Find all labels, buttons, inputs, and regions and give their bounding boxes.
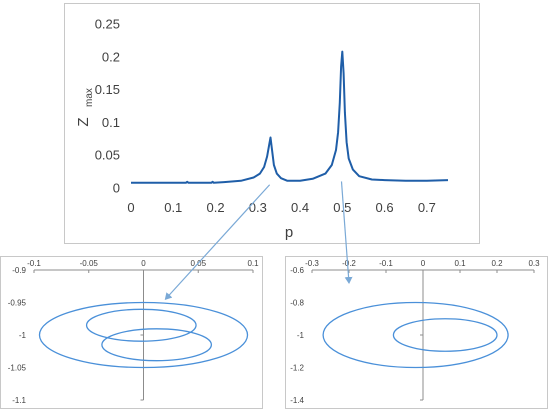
right-inset-x-tick-label: -0.3: [305, 259, 319, 268]
main-tick-labels: 0 0.1 0.2 0.3 0.4 0.5 0.6 0.7 0 0.05 0.1 0.15 0.2 0.2…: [95, 17, 436, 216]
main-y-label-subscript: max: [84, 88, 95, 107]
right-inset-frame: [285, 256, 548, 409]
main-y-tick-label: 0.1: [102, 115, 120, 130]
left-inset-y-tick-label: -1.05: [8, 364, 27, 373]
right-inset-x-tick-label: 0.3: [528, 259, 540, 268]
right-inset-y-tick-label: -0.8: [290, 299, 304, 308]
right-inset-x-tick-label: 0: [421, 259, 426, 268]
left-inset-orbit-curve: [38, 301, 249, 369]
connector-arrow: [340, 181, 353, 284]
right-inset-y-tick-label: -0.6: [290, 266, 304, 275]
connector-arrows: [164, 181, 353, 300]
right-inset-orbit-curve: [392, 318, 498, 352]
main-y-tick-label: 0: [113, 181, 120, 196]
left-inset-orbit-curve: [85, 308, 197, 342]
main-y-tick-label: 0.15: [95, 82, 120, 97]
main-chart-frame: [64, 3, 480, 244]
main-x-tick-label: 0.1: [164, 200, 182, 215]
right-inset-y-tick-label: -1.2: [290, 364, 304, 373]
main-x-tick-label: 0.5: [333, 200, 351, 215]
right-inset-x-tick-label: -0.2: [342, 259, 356, 268]
left-inset-orbit-curve: [101, 328, 213, 362]
main-y-tick-label: 0.2: [102, 49, 120, 64]
main-series-line: [131, 50, 449, 184]
left-inset-y-tick-label: -0.9: [12, 266, 26, 275]
main-x-tick-label: 0.2: [206, 200, 224, 215]
left-inset-x-tick-label: -0.05: [80, 259, 99, 268]
connector-arrow: [164, 184, 271, 300]
main-x-tick-label: 0.4: [291, 200, 309, 215]
right-inset-curves: [322, 301, 509, 369]
main-y-tick-label: 0.25: [95, 17, 120, 32]
left-inset-x-tick-label: 0.1: [247, 259, 259, 268]
right-inset-x-tick-label: -0.1: [379, 259, 393, 268]
main-y-label-text: Z: [75, 117, 92, 126]
main-y-axis-label: Z max: [75, 88, 95, 126]
right-inset-y-tick-label: -1: [297, 331, 305, 340]
left-inset-y-tick-label: -1: [19, 331, 27, 340]
right-inset-x-tick-label: 0.1: [454, 259, 466, 268]
left-inset-frame: [0, 256, 263, 409]
left-inset-x-tick-label: -0.1: [27, 259, 41, 268]
main-x-axis-label: p: [285, 224, 293, 241]
main-x-tick-label: 0.3: [249, 200, 267, 215]
left-inset-y-tick-label: -1.1: [12, 396, 26, 405]
main-chart: Z max p 0 0.1 0.2 0.3 0.4 0.5 0.6 0.7 0 0.05 0.1 0.…: [75, 17, 449, 241]
right-inset-orbit-curve: [322, 301, 509, 369]
main-y-tick-label: 0.05: [95, 148, 120, 163]
left-inset-y-tick-label: -0.95: [8, 299, 27, 308]
right-inset-y-tick-label: -1.4: [290, 396, 304, 405]
left-inset-x-tick-label: 0: [141, 259, 146, 268]
main-x-tick-label: 0.7: [418, 200, 436, 215]
main-x-tick-label: 0.6: [376, 200, 394, 215]
left-inset-curves: [38, 301, 249, 369]
right-inset-tick-labels: -0.3 -0.2 -0.1 0 0.1 0.2 0.3 -0.6 -0.8 -1 -1.2 -1.4: [290, 259, 540, 405]
right-inset-x-tick-label: 0.2: [491, 259, 503, 268]
right-inset-chart: -0.3 -0.2 -0.1 0 0.1 0.2 0.3 -0.6 -0.8 -1 -1.2 -1.4: [290, 259, 540, 405]
main-x-tick-label: 0: [127, 200, 134, 215]
